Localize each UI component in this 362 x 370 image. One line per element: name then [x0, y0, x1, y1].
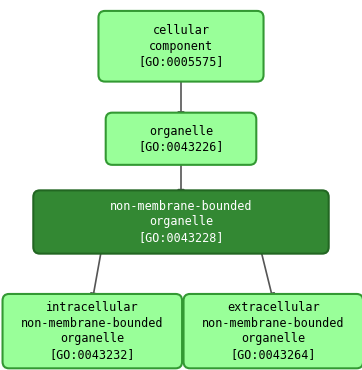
FancyBboxPatch shape: [106, 112, 256, 165]
Text: intracellular
non-membrane-bounded
organelle
[GO:0043232]: intracellular non-membrane-bounded organ…: [21, 302, 164, 361]
Text: non-membrane-bounded
organelle
[GO:0043228]: non-membrane-bounded organelle [GO:00432…: [110, 200, 252, 244]
Text: extracellular
non-membrane-bounded
organelle
[GO:0043264]: extracellular non-membrane-bounded organ…: [202, 302, 345, 361]
Text: organelle
[GO:0043226]: organelle [GO:0043226]: [138, 124, 224, 153]
Text: cellular
component
[GO:0005575]: cellular component [GO:0005575]: [138, 24, 224, 68]
FancyBboxPatch shape: [33, 190, 329, 254]
FancyBboxPatch shape: [98, 11, 264, 82]
FancyBboxPatch shape: [3, 294, 182, 369]
FancyBboxPatch shape: [184, 294, 362, 369]
